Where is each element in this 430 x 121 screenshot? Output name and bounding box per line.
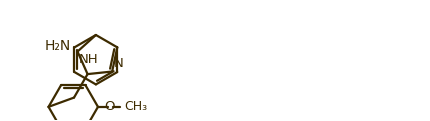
Text: CH₃: CH₃ <box>124 100 147 113</box>
Text: O: O <box>104 100 114 113</box>
Text: NH: NH <box>79 53 98 66</box>
Text: H₂N: H₂N <box>45 39 71 53</box>
Text: N: N <box>114 57 123 70</box>
